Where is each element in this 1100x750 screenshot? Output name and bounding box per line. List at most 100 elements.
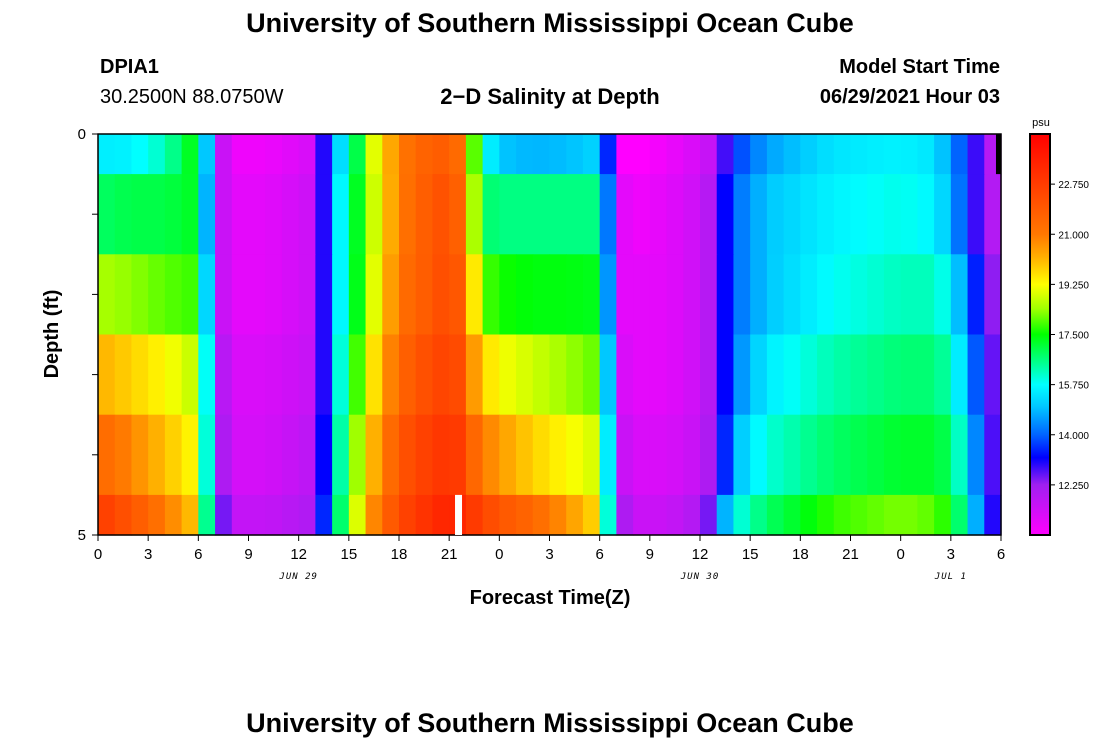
heatmap-cell xyxy=(449,174,467,255)
heatmap-cell xyxy=(616,134,634,175)
heatmap-cell xyxy=(181,134,199,175)
colorbar-tick-label: 14.000 xyxy=(1058,431,1089,442)
heatmap-cell xyxy=(700,334,718,416)
heatmap-cell xyxy=(867,334,885,416)
heatmap-cell xyxy=(98,134,116,175)
heatmap-cell xyxy=(499,414,517,496)
heatmap-cell xyxy=(766,134,785,175)
heatmap-cell xyxy=(666,414,684,496)
x-tick-label: 21 xyxy=(842,546,859,563)
page-title: University of Southern Mississippi Ocean… xyxy=(246,8,854,38)
heatmap-cell xyxy=(649,334,668,416)
heatmap-cell xyxy=(750,134,768,175)
heatmap-cell xyxy=(582,334,601,416)
heatmap-cell xyxy=(934,334,952,416)
heatmap-cell xyxy=(666,494,684,536)
heatmap-cell xyxy=(549,334,567,416)
heatmap-cell xyxy=(449,254,467,336)
heatmap-cell xyxy=(231,134,250,175)
heatmap-cell xyxy=(733,254,751,336)
heatmap-cell xyxy=(666,254,684,336)
heatmap-cell xyxy=(532,254,551,336)
heatmap-cell xyxy=(415,334,434,416)
heatmap-cell xyxy=(348,334,367,416)
colorbar-tick-label: 22.750 xyxy=(1058,180,1089,191)
heatmap-cell xyxy=(432,494,450,536)
heatmap-cell xyxy=(733,134,751,175)
heatmap-cell xyxy=(265,134,283,175)
heatmap-cell xyxy=(315,174,333,255)
heatmap-cell xyxy=(649,174,668,255)
heatmap-cell xyxy=(867,134,885,175)
colorbar-tick-label: 19.250 xyxy=(1058,280,1089,291)
y-tick-label: 5 xyxy=(78,527,86,544)
heatmap-cell xyxy=(566,174,584,255)
heatmap-cell xyxy=(967,174,985,255)
heatmap-cell xyxy=(532,494,551,536)
date-label: JUN 29 xyxy=(278,572,318,582)
heatmap-cell xyxy=(516,134,534,175)
heatmap-cell xyxy=(365,414,383,496)
heatmap-cell xyxy=(382,414,400,496)
x-tick-label: 18 xyxy=(792,546,809,563)
heatmap-cell xyxy=(616,414,634,496)
heatmap-cell xyxy=(399,134,417,175)
heatmap-cell xyxy=(365,254,383,336)
x-tick-label: 3 xyxy=(144,546,152,563)
heatmap-cell xyxy=(867,254,885,336)
heatmap-cell xyxy=(114,334,133,416)
y-axis: 05 xyxy=(78,126,98,544)
heatmap-cell xyxy=(298,254,316,336)
heatmap-cell xyxy=(415,254,434,336)
salinity-depth-chart: 0 3 6 9 12 15 18 21 0 3 6 9 12 15 18 21 0 3 6 JUN 29 JUN 30 J… xyxy=(41,117,1089,609)
heatmap-cell xyxy=(750,174,768,255)
date-label: JUL 1 xyxy=(934,572,967,582)
heatmap-cell xyxy=(800,134,818,175)
heatmap-cell xyxy=(332,174,350,255)
heatmap-cell xyxy=(783,134,801,175)
heatmap-cell xyxy=(649,414,668,496)
heatmap-cell xyxy=(733,414,751,496)
heatmap-cell xyxy=(332,254,350,336)
heatmap-cell xyxy=(231,174,250,255)
heatmap-cell xyxy=(365,494,383,536)
heatmap-cell xyxy=(950,494,969,536)
heatmap-cell xyxy=(766,174,785,255)
heatmap-cell xyxy=(499,254,517,336)
heatmap-cell xyxy=(399,494,417,536)
heatmap-cell xyxy=(365,174,383,255)
heatmap-cell xyxy=(164,134,183,175)
heatmap-cell xyxy=(148,174,166,255)
x-tick-label: 0 xyxy=(495,546,503,563)
heatmap-cell xyxy=(833,334,852,416)
heatmap-cell xyxy=(399,174,417,255)
heatmap-cell xyxy=(917,414,935,496)
heatmap-cell xyxy=(164,174,183,255)
heatmap-cell xyxy=(817,174,835,255)
heatmap-cell xyxy=(850,174,868,255)
heatmap-cell xyxy=(131,414,149,496)
heatmap-cell xyxy=(231,254,250,336)
heatmap-cell xyxy=(265,254,283,336)
heatmap-cell xyxy=(348,134,367,175)
heatmap-cell xyxy=(599,414,617,496)
heatmap-cell xyxy=(900,494,918,536)
heatmap-cell xyxy=(850,414,868,496)
heatmap-cell xyxy=(281,494,300,536)
heatmap-cell xyxy=(482,254,500,336)
x-tick-label: 6 xyxy=(997,546,1005,563)
heatmap-cell xyxy=(298,414,316,496)
heatmap-cell xyxy=(131,494,149,536)
heatmap-cell xyxy=(315,134,333,175)
heatmap-cell xyxy=(382,494,400,536)
heatmap-cell xyxy=(700,174,718,255)
heatmap-cell xyxy=(98,414,116,496)
heatmap-cell xyxy=(181,254,199,336)
heatmap-cell xyxy=(298,334,316,416)
heatmap-cell xyxy=(482,494,500,536)
heatmap-cell xyxy=(700,494,718,536)
heatmap-cell xyxy=(649,254,668,336)
heatmap-cell xyxy=(666,334,684,416)
heatmap-cell xyxy=(716,494,735,536)
heatmap-cell xyxy=(700,134,718,175)
